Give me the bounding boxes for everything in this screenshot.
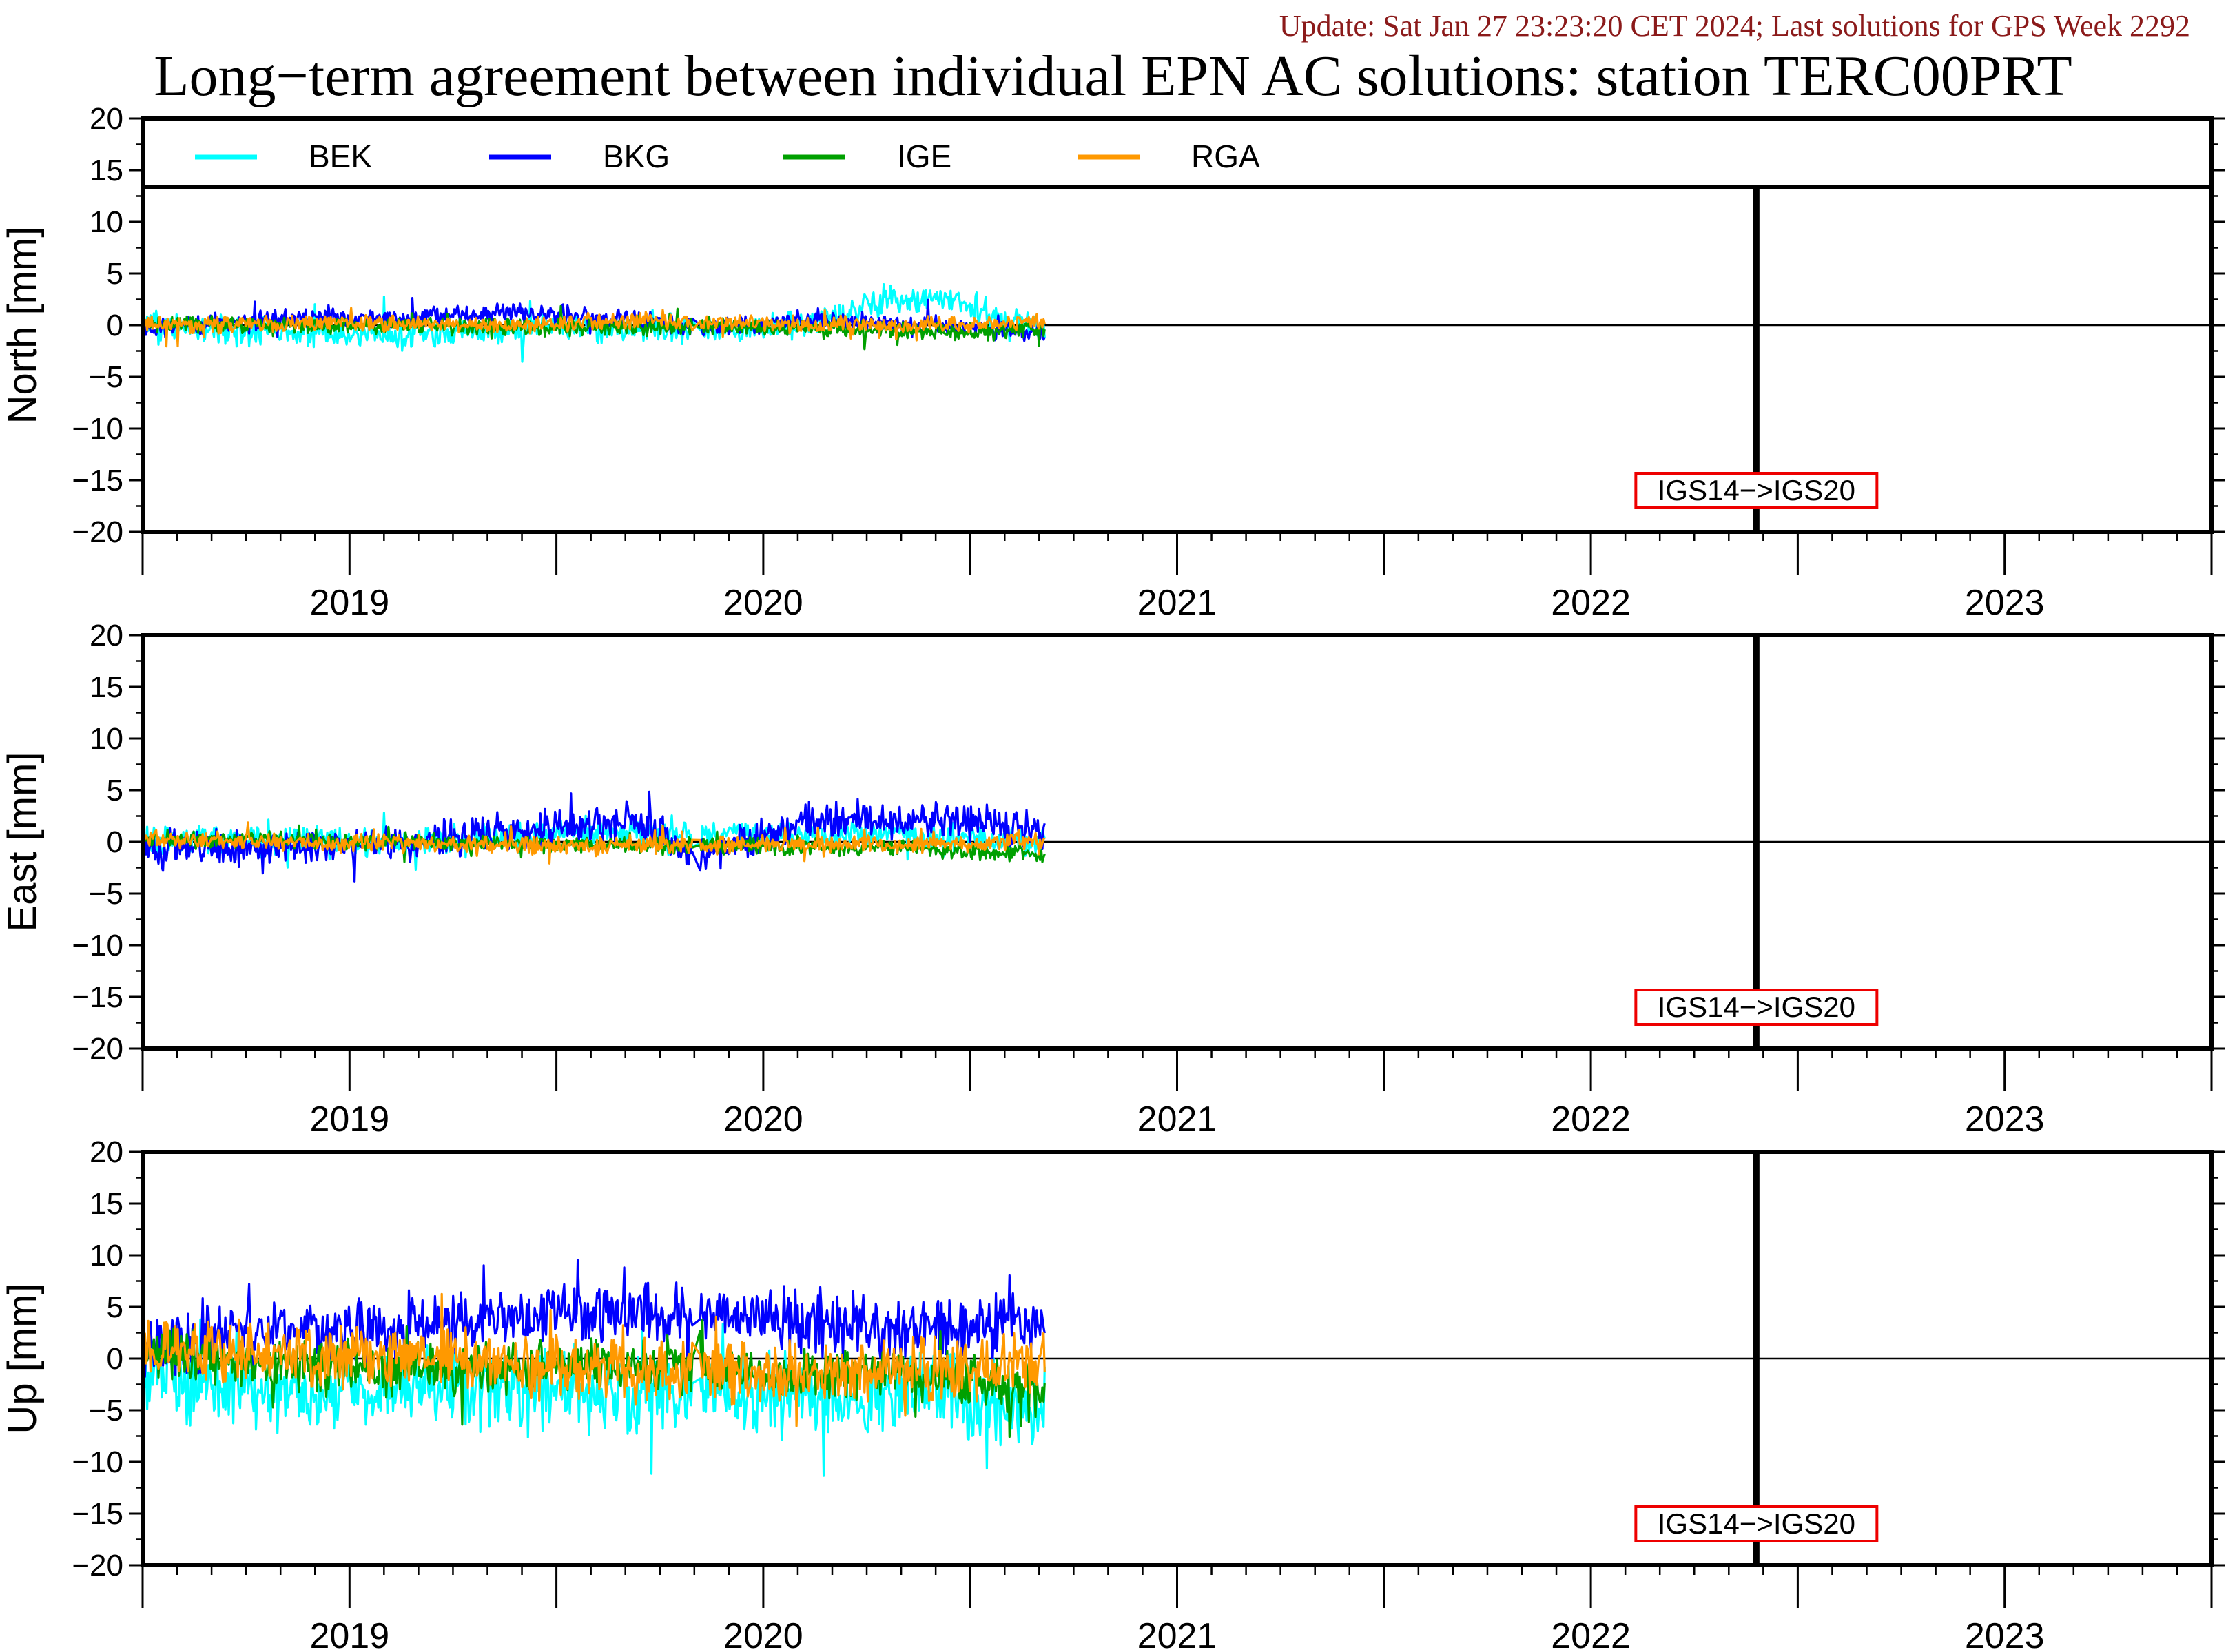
x-year-label: 2019 xyxy=(309,583,389,623)
legend-label-bek: BEK xyxy=(309,138,372,174)
y-tick-label: −10 xyxy=(72,1445,123,1479)
y-tick-label: 5 xyxy=(107,1290,123,1324)
legend: BEK BKG IGE RGA xyxy=(141,116,2214,189)
x-year-label: 2020 xyxy=(723,1099,803,1139)
y-tick-label: −5 xyxy=(89,360,123,394)
series-line-rga xyxy=(143,307,1046,348)
panel-up: IGS14−>IGS20 20 15 10 5 0 −5 −10 −15 −20 Up [mm] 20… xyxy=(0,1135,2225,1652)
legend-label-ige: IGE xyxy=(897,138,951,174)
y-tick-label: 0 xyxy=(107,309,123,342)
y-axis-label: North [mm] xyxy=(0,227,45,424)
y-tick-label: −20 xyxy=(72,1032,123,1066)
panel-east: IGS14−>IGS20 20 15 10 5 0 −5 −10 −15 −20 East [mm]… xyxy=(0,619,2225,1139)
series-group xyxy=(143,283,1046,363)
y-tick-label: −20 xyxy=(72,1549,123,1582)
x-year-label: 2019 xyxy=(309,1616,389,1652)
panel-north: IGS14−>IGS20 20 15 10 5 0 −5 −10 −15 −20 North [mm… xyxy=(0,102,2225,623)
x-year-label: 2023 xyxy=(1965,1099,2045,1139)
series-line-rga xyxy=(143,821,1046,865)
series-line-bek xyxy=(143,1318,1046,1477)
y-tick-label: −15 xyxy=(72,1497,123,1531)
y-tick-label: 15 xyxy=(90,154,123,187)
series-line-bkg xyxy=(143,1259,1046,1381)
y-tick-label: 10 xyxy=(90,205,123,239)
y-tick-label: −10 xyxy=(72,929,123,962)
y-tick-label: 5 xyxy=(107,257,123,291)
y-tick-label: 0 xyxy=(107,1342,123,1376)
x-year-label: 2022 xyxy=(1551,583,1631,623)
x-year-label: 2023 xyxy=(1965,1616,2045,1652)
x-year-label: 2021 xyxy=(1137,1099,1217,1139)
y-tick-label: 0 xyxy=(107,825,123,859)
x-year-label: 2021 xyxy=(1137,583,1217,623)
y-axis-label: Up [mm] xyxy=(0,1283,45,1434)
x-year-label: 2022 xyxy=(1551,1099,1631,1139)
x-year-label: 2022 xyxy=(1551,1616,1631,1652)
x-year-label: 2020 xyxy=(723,583,803,623)
y-tick-label: 20 xyxy=(90,619,123,652)
y-tick-label: 20 xyxy=(90,1135,123,1169)
x-year-label: 2021 xyxy=(1137,1616,1217,1652)
event-label-box xyxy=(1634,1505,1879,1542)
y-tick-label: −15 xyxy=(72,980,123,1014)
chart-title: Long−term agreement between individual E… xyxy=(154,44,2072,108)
series-line-rga xyxy=(143,1292,1046,1427)
y-tick-label: 5 xyxy=(107,774,123,807)
y-tick-label: −5 xyxy=(89,1394,123,1427)
legend-label-rga: RGA xyxy=(1191,138,1260,174)
y-tick-label: −15 xyxy=(72,464,123,497)
y-axis-label: East [mm] xyxy=(0,752,45,931)
y-tick-label: 15 xyxy=(90,670,123,704)
y-tick-label: 10 xyxy=(90,722,123,756)
x-year-label: 2019 xyxy=(309,1099,389,1139)
y-tick-label: −10 xyxy=(72,412,123,446)
y-tick-label: 20 xyxy=(90,102,123,136)
series-group xyxy=(143,790,1046,883)
event-label: IGS14−>IGS20 xyxy=(1658,474,1855,506)
legend-box xyxy=(141,116,2214,189)
x-year-label: 2023 xyxy=(1965,583,2045,623)
series-line-bkg xyxy=(143,790,1046,883)
event-label: IGS14−>IGS20 xyxy=(1658,1507,1855,1540)
event-label: IGS14−>IGS20 xyxy=(1658,991,1855,1023)
legend-label-bkg: BKG xyxy=(603,138,670,174)
y-tick-label: −5 xyxy=(89,877,123,911)
update-text: Update: Sat Jan 27 23:23:20 CET 2024; La… xyxy=(1279,9,2190,43)
y-tick-label: −20 xyxy=(72,515,123,549)
series-group xyxy=(143,1259,1046,1477)
event-label-box xyxy=(1634,989,1879,1026)
x-year-label: 2020 xyxy=(723,1616,803,1652)
y-tick-label: 10 xyxy=(90,1239,123,1272)
y-tick-label: 15 xyxy=(90,1187,123,1221)
event-label-box xyxy=(1634,472,1879,509)
